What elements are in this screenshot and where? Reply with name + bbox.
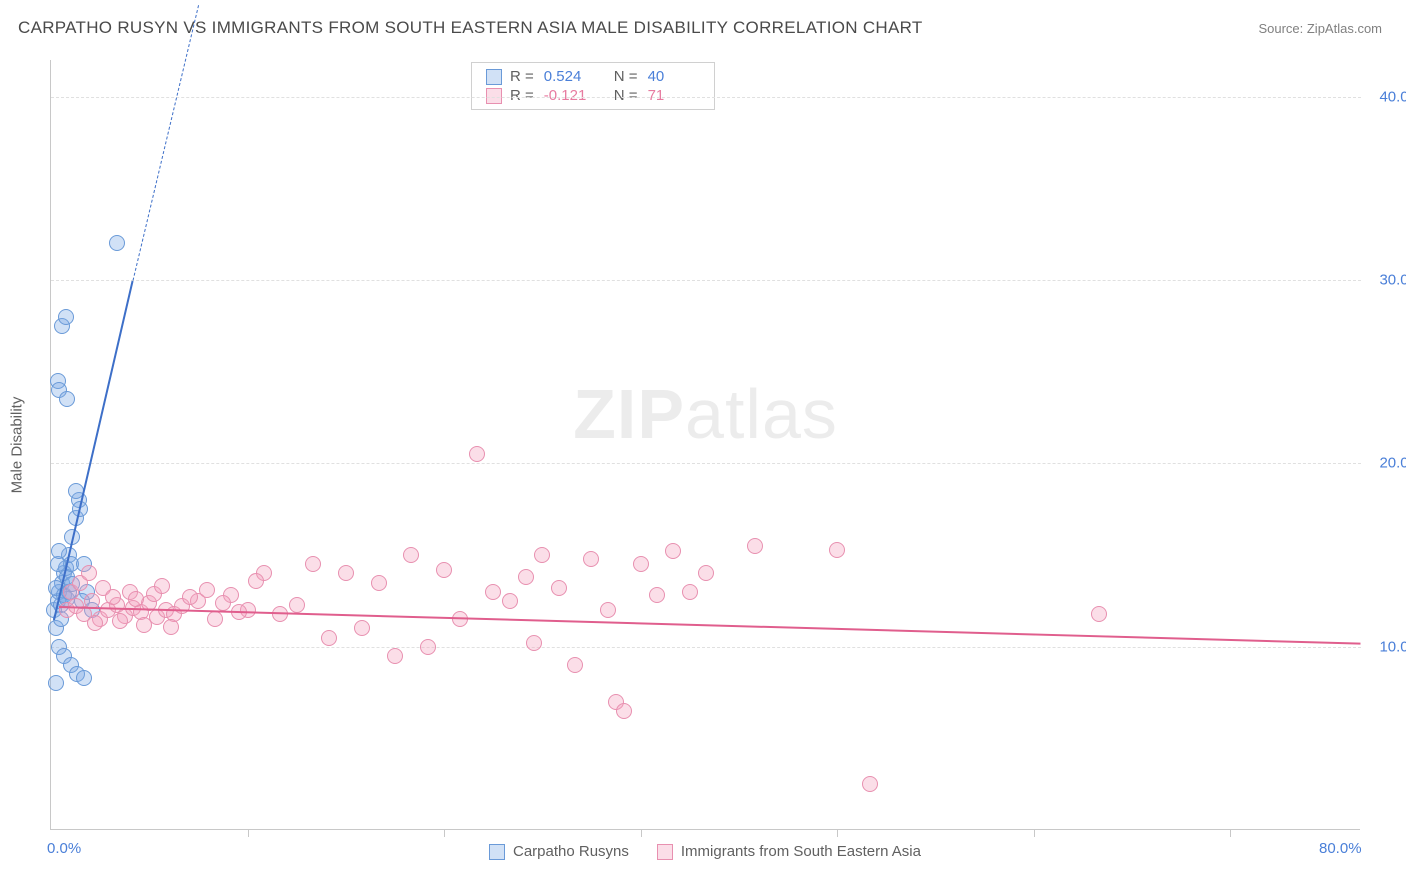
y-tick-label: 30.0% xyxy=(1366,272,1406,289)
scatter-point xyxy=(112,613,128,629)
scatter-point xyxy=(469,446,485,462)
legend-swatch xyxy=(486,69,502,85)
scatter-point xyxy=(551,580,567,596)
scatter-point xyxy=(616,703,632,719)
legend-item: Immigrants from South Eastern Asia xyxy=(657,843,921,860)
scatter-point xyxy=(420,639,436,655)
scatter-point xyxy=(526,635,542,651)
x-tick xyxy=(1230,829,1231,837)
scatter-point xyxy=(163,619,179,635)
scatter-point xyxy=(128,591,144,607)
y-axis-label: Male Disability xyxy=(9,396,26,493)
scatter-point xyxy=(665,543,681,559)
y-tick-label: 40.0% xyxy=(1366,88,1406,105)
scatter-point xyxy=(338,565,354,581)
scatter-point xyxy=(81,565,97,581)
y-tick-label: 10.0% xyxy=(1366,638,1406,655)
scatter-point xyxy=(829,542,845,558)
trend-line xyxy=(132,5,198,280)
legend-swatch xyxy=(486,88,502,104)
scatter-point xyxy=(305,556,321,572)
gridline-h xyxy=(51,647,1361,648)
scatter-point xyxy=(182,589,198,605)
scatter-point xyxy=(289,597,305,613)
scatter-point xyxy=(862,776,878,792)
stats-row: R 0.524 N 40 xyxy=(472,67,714,86)
legend-label: Immigrants from South Eastern Asia xyxy=(681,843,921,860)
y-tick-label: 20.0% xyxy=(1366,455,1406,472)
legend-swatch xyxy=(489,844,505,860)
scatter-point xyxy=(403,547,419,563)
x-tick xyxy=(641,829,642,837)
scatter-point xyxy=(1091,606,1107,622)
scatter-point xyxy=(436,562,452,578)
scatter-point xyxy=(633,556,649,572)
trend-line xyxy=(59,606,1361,645)
chart-source: Source: ZipAtlas.com xyxy=(1258,21,1382,36)
scatter-point xyxy=(682,584,698,600)
scatter-point xyxy=(199,582,215,598)
scatter-point xyxy=(136,617,152,633)
stat-value-n: 71 xyxy=(648,87,700,104)
legend-label: Carpatho Rusyns xyxy=(513,843,629,860)
stat-label-r: R xyxy=(510,87,534,104)
stat-label-r: R xyxy=(510,68,534,85)
scatter-point xyxy=(354,620,370,636)
watermark: ZIPatlas xyxy=(573,374,838,454)
scatter-point xyxy=(698,565,714,581)
chart-title: CARPATHO RUSYN VS IMMIGRANTS FROM SOUTH … xyxy=(18,18,923,38)
bottom-legend: Carpatho Rusyns Immigrants from South Eas… xyxy=(50,843,1360,860)
legend-swatch xyxy=(657,844,673,860)
scatter-point xyxy=(207,611,223,627)
scatter-point xyxy=(58,309,74,325)
scatter-point xyxy=(371,575,387,591)
stat-label-n: N xyxy=(614,87,638,104)
scatter-point xyxy=(105,589,121,605)
x-tick xyxy=(837,829,838,837)
scatter-point xyxy=(154,578,170,594)
scatter-point xyxy=(534,547,550,563)
stat-label-n: N xyxy=(614,68,638,85)
stat-value-r: 0.524 xyxy=(544,68,596,85)
gridline-h xyxy=(51,463,1361,464)
scatter-point xyxy=(747,538,763,554)
x-tick xyxy=(444,829,445,837)
scatter-point xyxy=(51,543,67,559)
stat-value-r: -0.121 xyxy=(544,87,596,104)
x-tick xyxy=(1034,829,1035,837)
gridline-h xyxy=(51,280,1361,281)
chart-area: Male Disability ZIPatlas R0.524N40R-0.12… xyxy=(50,60,1360,830)
scatter-point xyxy=(387,648,403,664)
scatter-point xyxy=(583,551,599,567)
scatter-point xyxy=(567,657,583,673)
scatter-point xyxy=(48,675,64,691)
scatter-point xyxy=(248,573,264,589)
scatter-point xyxy=(649,587,665,603)
scatter-point xyxy=(502,593,518,609)
scatter-point xyxy=(215,595,231,611)
scatter-plot: Male Disability ZIPatlas R0.524N40R-0.12… xyxy=(50,60,1360,830)
scatter-point xyxy=(76,670,92,686)
scatter-point xyxy=(59,391,75,407)
stat-value-n: 40 xyxy=(648,68,700,85)
scatter-point xyxy=(518,569,534,585)
stats-legend-box: R 0.524 N 40 R -0.121 N 71 xyxy=(471,62,715,110)
scatter-point xyxy=(87,615,103,631)
gridline-h xyxy=(51,97,1361,98)
x-tick xyxy=(248,829,249,837)
scatter-point xyxy=(321,630,337,646)
stats-row: R -0.121 N 71 xyxy=(472,86,714,105)
chart-header: CARPATHO RUSYN VS IMMIGRANTS FROM SOUTH … xyxy=(0,0,1406,46)
legend-item: Carpatho Rusyns xyxy=(489,843,629,860)
scatter-point xyxy=(109,235,125,251)
scatter-point xyxy=(600,602,616,618)
scatter-point xyxy=(485,584,501,600)
